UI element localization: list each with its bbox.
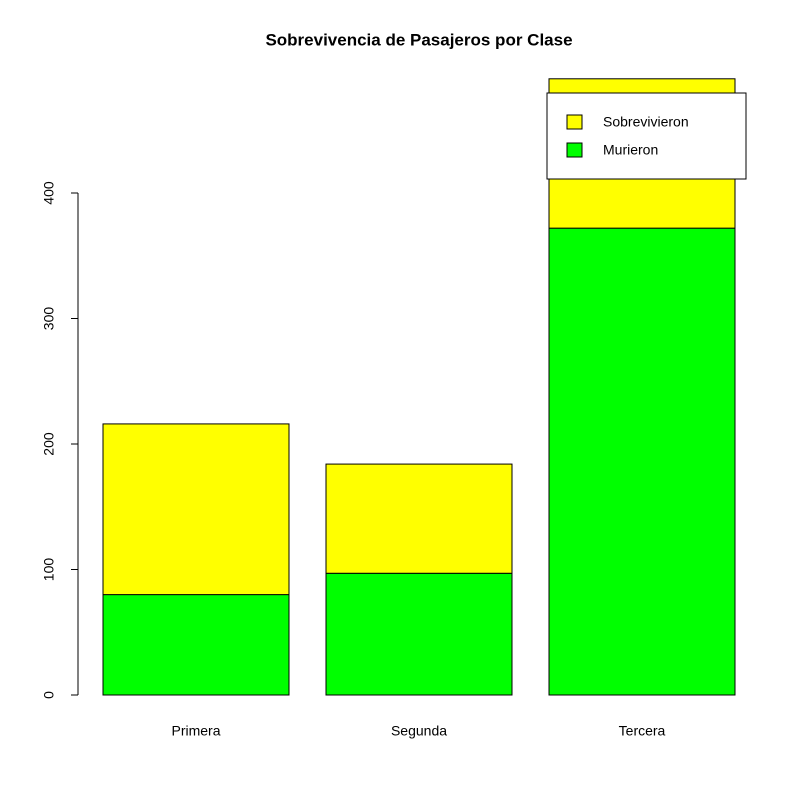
legend-swatch [566,142,583,158]
legend-label: Sobrevivieron [603,114,689,130]
x-tick-label: Tercera [619,723,666,739]
x-tick-label: Primera [171,723,220,739]
legend-box [546,92,747,180]
bar-segment [325,572,513,696]
y-tick-label: 100 [41,558,57,582]
y-tick-label: 200 [41,432,57,456]
bar-segment [102,594,290,696]
legend-swatch [566,114,583,130]
legend-label: Murieron [603,142,658,158]
x-tick-label: Segunda [391,723,447,739]
y-tick-label: 400 [41,181,57,205]
bar-segment [325,463,513,574]
y-tick-label: 0 [41,691,57,699]
chart-title: Sobrevivencia de Pasajeros por Clase [265,30,572,49]
bar-segment [548,227,736,696]
y-tick-label: 300 [41,307,57,331]
bar-segment [102,423,290,596]
